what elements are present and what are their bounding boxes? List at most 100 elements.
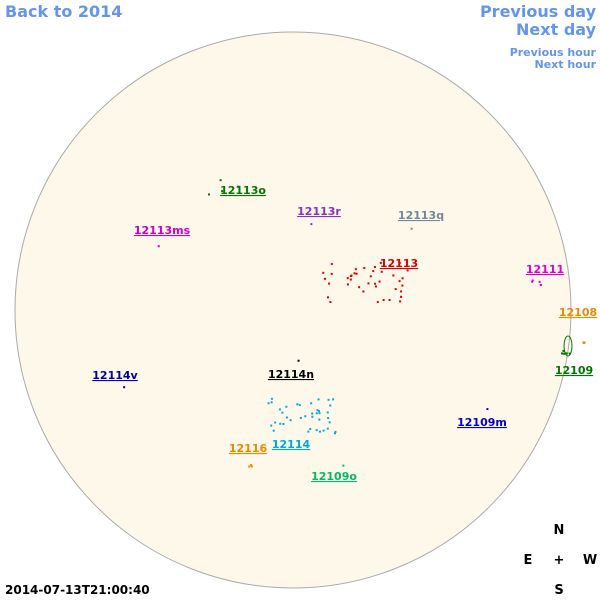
compass-east: E — [524, 553, 533, 568]
region-label[interactable]: 12109 — [555, 364, 593, 377]
sunspot — [333, 432, 336, 435]
sunspot — [346, 277, 349, 280]
previous-day-link[interactable]: Previous day — [480, 2, 597, 21]
sunspot — [539, 284, 542, 287]
region-label[interactable]: 12109m — [457, 416, 507, 429]
sunspot — [406, 269, 409, 272]
sunspot — [410, 227, 413, 230]
sunspot — [237, 185, 240, 188]
sunspot — [219, 179, 222, 182]
region-label[interactable]: 12116 — [229, 442, 268, 455]
sunspot — [398, 280, 401, 283]
sunspot — [329, 404, 332, 407]
sunspot — [330, 272, 333, 275]
region-label[interactable]: 12113ms — [134, 224, 191, 237]
region-label[interactable]: 12114n — [268, 368, 314, 381]
sunspot — [327, 417, 330, 420]
sunspot — [315, 428, 318, 431]
sunspot — [278, 408, 281, 411]
region-label[interactable]: 12113o — [220, 184, 266, 197]
sunspot — [238, 185, 241, 188]
sunspot — [318, 412, 321, 415]
compass-north: N — [554, 523, 565, 538]
sunspot — [392, 274, 395, 277]
sunspot — [563, 352, 566, 355]
sunspot — [322, 429, 325, 432]
sunspot — [328, 282, 331, 285]
sunspot — [323, 277, 326, 280]
sunspot — [310, 223, 313, 226]
sunspot — [285, 416, 288, 419]
sunspot — [486, 408, 489, 411]
sunspot — [531, 280, 534, 283]
sunspot — [380, 270, 383, 273]
previous-hour-link[interactable]: Previous hour — [510, 46, 597, 59]
region-label[interactable]: 12113q — [398, 209, 444, 222]
region-label[interactable]: 12114 — [272, 438, 311, 451]
sunspot — [289, 419, 292, 422]
sunspot — [326, 411, 329, 414]
sunspot — [373, 265, 376, 268]
compass-center: + — [554, 553, 565, 568]
sunspot — [309, 428, 312, 431]
sunspot — [328, 421, 331, 424]
sunspot — [349, 274, 352, 277]
region-label[interactable]: 12113 — [380, 257, 418, 270]
sunspot — [401, 277, 404, 280]
sunspot — [376, 301, 379, 304]
sunspot — [270, 397, 273, 400]
region-label[interactable]: 12109o — [311, 470, 357, 483]
sunspot — [274, 421, 277, 424]
sunspot — [311, 415, 314, 418]
sunspot — [157, 245, 160, 248]
sunspot — [221, 190, 224, 193]
sunspot — [299, 417, 302, 420]
sunspot — [317, 398, 320, 401]
region-label[interactable]: 12113r — [297, 205, 341, 218]
next-hour-link[interactable]: Next hour — [535, 58, 597, 71]
timestamp: 2014-07-13T21:00:40 — [5, 583, 150, 597]
sunspot — [374, 285, 377, 288]
sunspot — [272, 429, 275, 432]
sunspot — [355, 272, 358, 275]
sunspot — [363, 266, 366, 269]
sunspot — [123, 386, 126, 389]
sunspot — [531, 279, 534, 282]
sunspot — [372, 269, 375, 272]
next-day-link[interactable]: Next day — [516, 20, 597, 39]
sunspot — [332, 398, 335, 401]
sunspot — [326, 296, 329, 299]
sunspot — [401, 284, 404, 287]
sunspot — [318, 410, 321, 413]
sunspot — [327, 398, 330, 401]
sunspot — [279, 422, 282, 425]
sunspot — [399, 300, 402, 303]
sunspot — [561, 352, 564, 355]
sunspot — [583, 341, 586, 344]
sunspot — [318, 418, 321, 421]
sunspot — [388, 298, 391, 301]
region-label[interactable]: 12108 — [559, 306, 597, 319]
sunspot — [316, 409, 319, 412]
sunspot — [353, 272, 356, 275]
region-label[interactable]: 12114v — [92, 369, 138, 382]
sunspot — [282, 422, 285, 425]
sunspot — [326, 427, 329, 430]
sunspot — [311, 412, 314, 415]
sunspot — [297, 359, 300, 362]
sunspot — [374, 282, 377, 285]
sunspot — [378, 280, 381, 283]
sunspot — [250, 465, 253, 468]
region-label[interactable]: 12111 — [526, 263, 564, 276]
sunspot — [334, 430, 337, 433]
sunspot — [208, 193, 211, 196]
sunspot — [270, 424, 273, 427]
back-link[interactable]: Back to 2014 — [5, 2, 122, 21]
sunspot — [281, 411, 284, 414]
sunspot — [342, 464, 345, 467]
sunspot — [400, 290, 403, 293]
sunspot — [400, 295, 403, 298]
sunspot — [379, 261, 382, 264]
